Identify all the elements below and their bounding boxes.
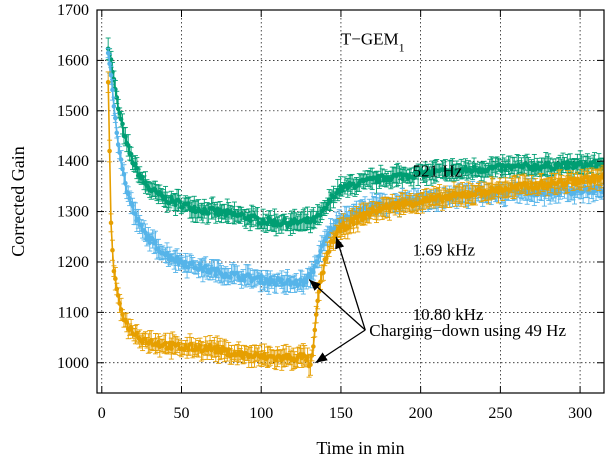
plot-frame [96, 9, 605, 394]
x-tick-label: 150 [329, 405, 353, 422]
x-tick-label: 250 [488, 405, 512, 422]
series-0 [105, 37, 604, 237]
note-arrow-1 [308, 279, 366, 331]
detector-label-main: T−GEM [341, 29, 399, 48]
series-label-2: 10.80 kHz [413, 305, 484, 324]
series-line [107, 48, 604, 228]
x-tick-label: 50 [174, 405, 190, 422]
y-tick-label: 1400 [57, 153, 89, 170]
note-arrow-2 [315, 329, 366, 364]
y-tick-label: 1600 [57, 52, 89, 69]
note-arrow-0 [335, 236, 366, 331]
y-tick-label: 1700 [57, 2, 89, 19]
labels: 0 50 100 150 200 250 3001000110012001300140015… [8, 2, 592, 458]
series-label-1: 1.69 kHz [413, 240, 476, 259]
y-tick-label: 1100 [58, 304, 89, 321]
y-tick-label: 1300 [57, 204, 89, 221]
ticks [97, 9, 604, 393]
series-label-0: 521 Hz [413, 161, 463, 180]
x-tick-label: 200 [409, 405, 433, 422]
y-tick-label: 1500 [57, 103, 89, 120]
series-layer [105, 37, 604, 378]
x-axis-title: Time in min [316, 438, 404, 458]
y-axis-title: Corrected Gain [8, 146, 28, 256]
series-2 [105, 71, 604, 378]
series-line [107, 82, 604, 368]
y-tick-label: 1200 [57, 254, 89, 271]
series-1 [105, 47, 604, 295]
x-tick-label: 0 [98, 405, 106, 422]
y-tick-label: 1000 [57, 355, 89, 372]
annotations: 521 Hz 1.69 kHz 10.80 kHz T−GEM1 Charging−do… [308, 29, 566, 364]
series-line [107, 52, 604, 289]
x-tick-label: 100 [249, 405, 273, 422]
detector-label-subscript: 1 [399, 40, 405, 54]
x-tick-label: 300 [568, 405, 592, 422]
charging-note: Charging−down using 49 Hz [369, 321, 566, 340]
detector-label: T−GEM1 [341, 29, 405, 54]
